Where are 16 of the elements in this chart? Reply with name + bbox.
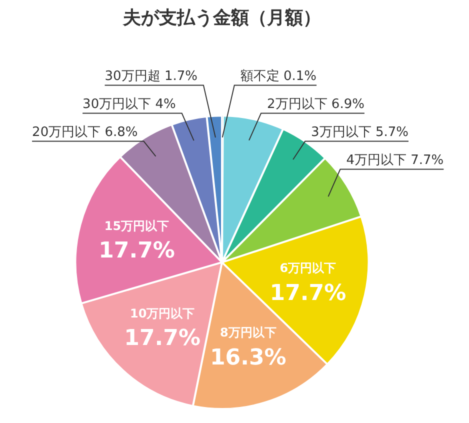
slice-label: 8万円以下 [220,326,276,340]
slice-label: 4万円以下 7.7% [346,153,444,168]
data-label: 17.7% [124,326,200,351]
slice-label: 30万円以下 4% [82,97,176,112]
slice-label: 30万円超 1.7% [104,69,198,84]
data-label: 17.7% [98,238,175,264]
slice-label: 3万円以下 5.7% [311,125,408,140]
data-label: 16.3% [210,345,286,370]
slice-label: 10万円以下 [130,306,195,320]
slice-label: 6万円以下 [280,261,336,276]
slice-label: 額不定 0.1% [240,69,317,84]
chart-title: 夫が支払う金額（月額） [122,7,321,28]
slice-label: 2万円以下 6.9% [267,97,364,112]
data-label: 17.7% [270,280,346,306]
slice-label: 15万円以下 [104,218,170,233]
slice-label: 20万円以下 6.8% [32,125,138,140]
